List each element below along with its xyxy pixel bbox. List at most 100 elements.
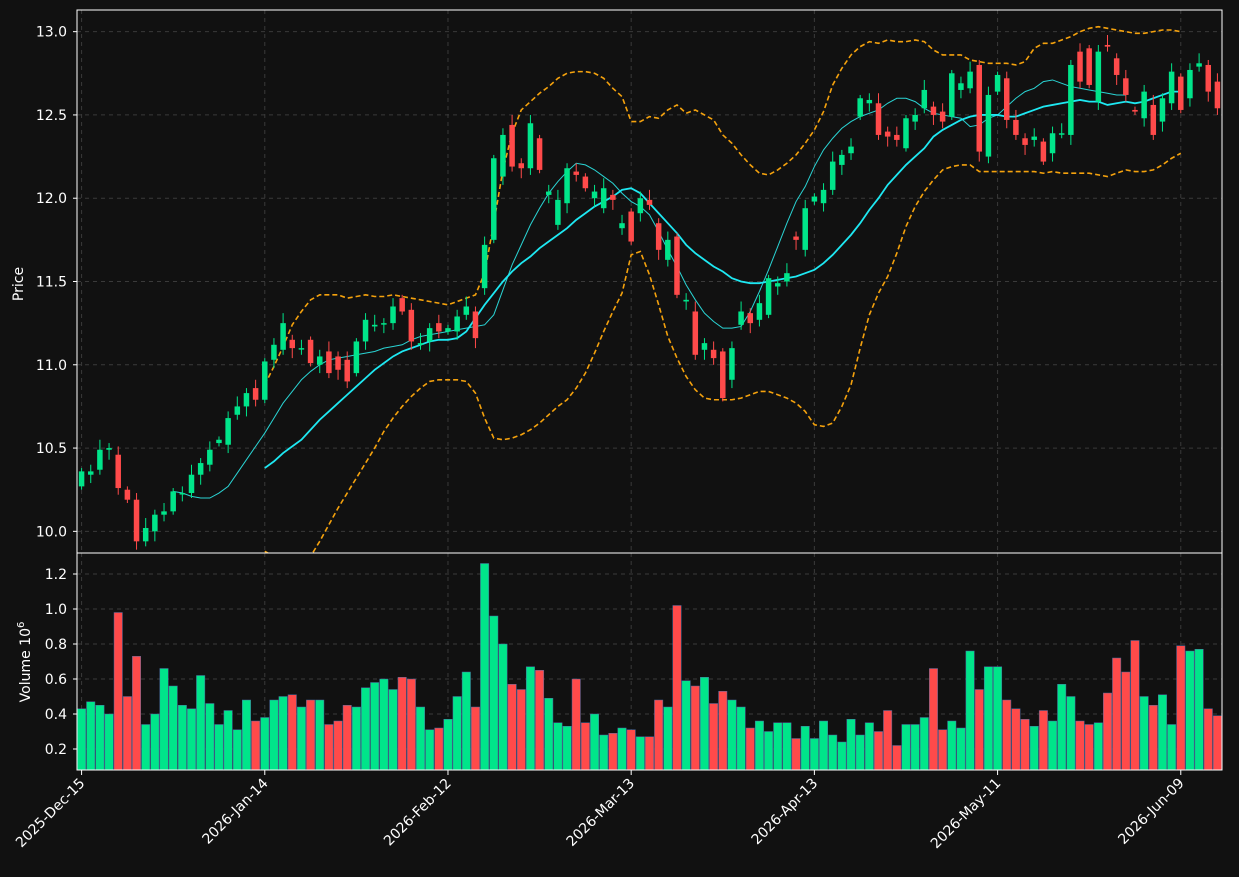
volume-bar: [782, 722, 792, 771]
volume-bar: [864, 722, 874, 771]
candle-body: [683, 299, 689, 302]
candle-body: [243, 393, 250, 407]
volume-bar: [296, 706, 306, 771]
candle: [665, 231, 671, 267]
volume-bar: [764, 731, 774, 771]
price-y-ticks: 10.0 10.5 11.0 11.5 12.0 12.5 13.0: [36, 25, 77, 540]
candle-body: [307, 339, 314, 364]
volume-bar: [1167, 724, 1177, 771]
candle: [417, 333, 424, 350]
candle-body: [152, 514, 158, 532]
volume-bar: [983, 666, 993, 771]
candle: [152, 509, 158, 542]
candle-body: [820, 189, 827, 204]
volume-bar: [809, 738, 819, 771]
volume-bar: [516, 689, 526, 771]
volume-bar: [928, 668, 938, 771]
candle-body: [637, 198, 644, 214]
candle: [829, 151, 836, 195]
candle-body: [967, 71, 973, 89]
volume-bar: [828, 734, 838, 771]
candle-body: [857, 98, 863, 117]
candle-body: [124, 489, 131, 500]
candle: [985, 86, 992, 164]
volume-bar: [434, 727, 444, 771]
volume-bar: [1176, 645, 1186, 771]
candle-body: [509, 124, 515, 167]
candle-body: [802, 208, 808, 250]
candle-body: [875, 103, 882, 135]
candle: [298, 339, 305, 355]
volume-bar: [122, 696, 132, 771]
candle-body: [262, 361, 268, 400]
candle: [262, 358, 268, 404]
candle: [1214, 73, 1221, 115]
candle-body: [518, 163, 525, 169]
candle-body: [1113, 58, 1120, 75]
candle: [1013, 109, 1019, 140]
volume-bar: [690, 685, 700, 771]
volume-bar: [754, 720, 764, 771]
candle: [655, 218, 662, 260]
candle: [390, 298, 396, 330]
volume-panel: 0.2 0.4 0.6 0.8 1.0 1.2 Volume 106: [16, 552, 1223, 771]
candle: [994, 71, 1001, 95]
candle: [1068, 59, 1074, 145]
candle: [518, 158, 525, 179]
candle: [573, 163, 579, 182]
volume-bar: [1112, 657, 1122, 771]
candle-body: [536, 138, 543, 170]
candle-body: [115, 454, 121, 489]
candle: [756, 294, 763, 327]
candle: [1205, 59, 1212, 102]
volume-axis-label: Volume 106: [16, 622, 34, 703]
volume-bar: [672, 605, 682, 771]
candle: [1049, 126, 1056, 162]
volume-bar: [1002, 699, 1012, 771]
candle-body: [1159, 98, 1166, 122]
candle: [774, 276, 781, 295]
volume-bar: [168, 685, 178, 771]
candle-body: [106, 448, 112, 450]
candle-body: [747, 313, 754, 324]
candle-body: [949, 73, 955, 117]
candle: [1086, 44, 1092, 89]
candle: [839, 149, 845, 175]
volume-bar: [525, 666, 535, 771]
volume-bar: [718, 691, 728, 771]
candle-body: [353, 341, 360, 374]
candle: [784, 263, 790, 287]
volume-bar: [1130, 640, 1140, 771]
candle-body: [1013, 119, 1019, 135]
candle-body: [1123, 78, 1129, 95]
volume-bar: [86, 701, 96, 771]
candle-body: [985, 94, 992, 157]
candle: [802, 199, 808, 257]
candle-body: [710, 349, 717, 359]
candle-body: [417, 343, 424, 345]
volume-bar: [196, 675, 206, 771]
candle-body: [665, 239, 671, 260]
price-tick-label: 10.0: [36, 524, 67, 540]
candle: [555, 189, 561, 230]
candle: [1095, 44, 1102, 110]
volume-bar: [974, 689, 984, 771]
candle-body: [619, 223, 625, 229]
volume-bar: [901, 724, 911, 771]
candle-body: [1104, 44, 1111, 47]
candle-body: [344, 359, 350, 382]
candle: [1058, 123, 1065, 139]
candle: [1196, 53, 1202, 72]
candle-body: [527, 123, 534, 169]
candle-body: [774, 283, 781, 287]
candle: [1104, 34, 1111, 52]
candle: [692, 301, 699, 360]
volume-axis-label-base: Volume 10: [18, 628, 34, 702]
candle: [307, 336, 314, 367]
volume-bar: [461, 671, 471, 771]
candle: [280, 313, 286, 355]
price-tick-label: 10.5: [36, 441, 67, 457]
candle: [857, 94, 863, 120]
candle: [1113, 53, 1120, 85]
candle-body: [97, 449, 103, 470]
